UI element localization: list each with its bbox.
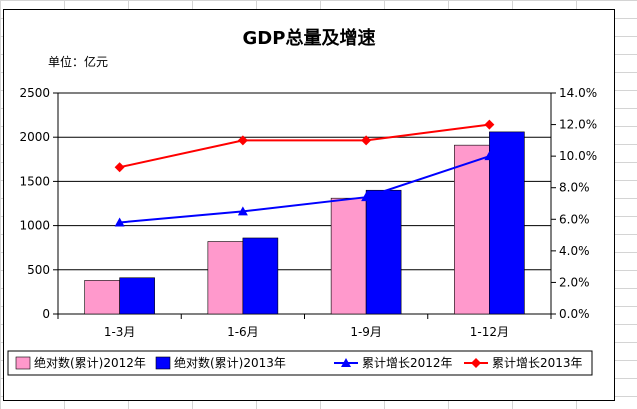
legend-marker-triangle <box>341 358 351 367</box>
plot-area: 0 500 1000 1500 2000 2500 0.0% 2.0% 4.0% 6.0% 8.0%… <box>19 86 597 339</box>
line-series-2012 <box>119 155 490 224</box>
bar-2013 <box>242 237 279 315</box>
y-right-tick-label: 4.0% <box>559 244 590 258</box>
legend-swatch-bar <box>155 356 171 370</box>
legend-box <box>7 350 593 376</box>
legend-label: 绝对数(累计)2013年 <box>174 355 286 370</box>
y-left-tick-label: 1000 <box>19 219 50 233</box>
y-right-tick-label: 14.0% <box>559 86 597 100</box>
line-point-triangle <box>114 217 125 227</box>
legend-swatch-bar <box>15 356 31 370</box>
legend-label: 绝对数(累计)2012年 <box>34 355 146 370</box>
bar-2013 <box>119 277 155 315</box>
bar-2012 <box>207 241 244 315</box>
bar-2012 <box>330 197 367 315</box>
line-series-2013 <box>119 123 490 169</box>
x-tick-label: 1-9月 <box>350 325 382 339</box>
line-point-diamond <box>237 135 248 146</box>
line-point-diamond <box>361 135 372 146</box>
y-left-tick-label: 0 <box>42 307 50 321</box>
bar-2012 <box>84 280 120 315</box>
bar-2012 <box>454 144 490 315</box>
x-tick-label: 1-3月 <box>104 325 136 339</box>
line-point-diamond <box>114 162 125 173</box>
y-left-tick-label: 2000 <box>19 130 50 144</box>
y-right-tick-label: 2.0% <box>559 275 590 289</box>
y-right-tick-label: 8.0% <box>559 181 590 195</box>
line-point-triangle <box>484 151 495 161</box>
legend-marker-diamond <box>471 358 481 368</box>
legend-label: 累计增长2013年 <box>492 356 583 370</box>
line-point-triangle <box>361 192 372 202</box>
x-tick-label: 1-6月 <box>227 325 259 339</box>
legend-label: 累计增长2012年 <box>362 356 453 370</box>
y-left-tick-label: 1500 <box>19 174 50 188</box>
y-left-tick-label: 500 <box>27 263 50 277</box>
y-right-tick-label: 10.0% <box>559 149 597 163</box>
y-right-tick-label: 6.0% <box>559 212 590 226</box>
bar-2013 <box>365 189 402 315</box>
y-right-tick-label: 0.0% <box>559 307 590 321</box>
line-point-diamond <box>484 119 495 130</box>
legend: 绝对数(累计)2012年 绝对数(累计)2013年 累计增长2012年 累计增长201… <box>7 350 593 376</box>
bar-2013 <box>489 131 525 315</box>
unit-label: 单位：亿元 <box>48 54 108 69</box>
x-tick-label: 1-12月 <box>470 325 509 339</box>
y-right-tick-label: 12.0% <box>559 118 597 132</box>
y-left-tick-label: 2500 <box>19 86 50 100</box>
chart-title: GDP总量及增速 <box>243 27 376 49</box>
line-point-triangle <box>237 206 248 216</box>
